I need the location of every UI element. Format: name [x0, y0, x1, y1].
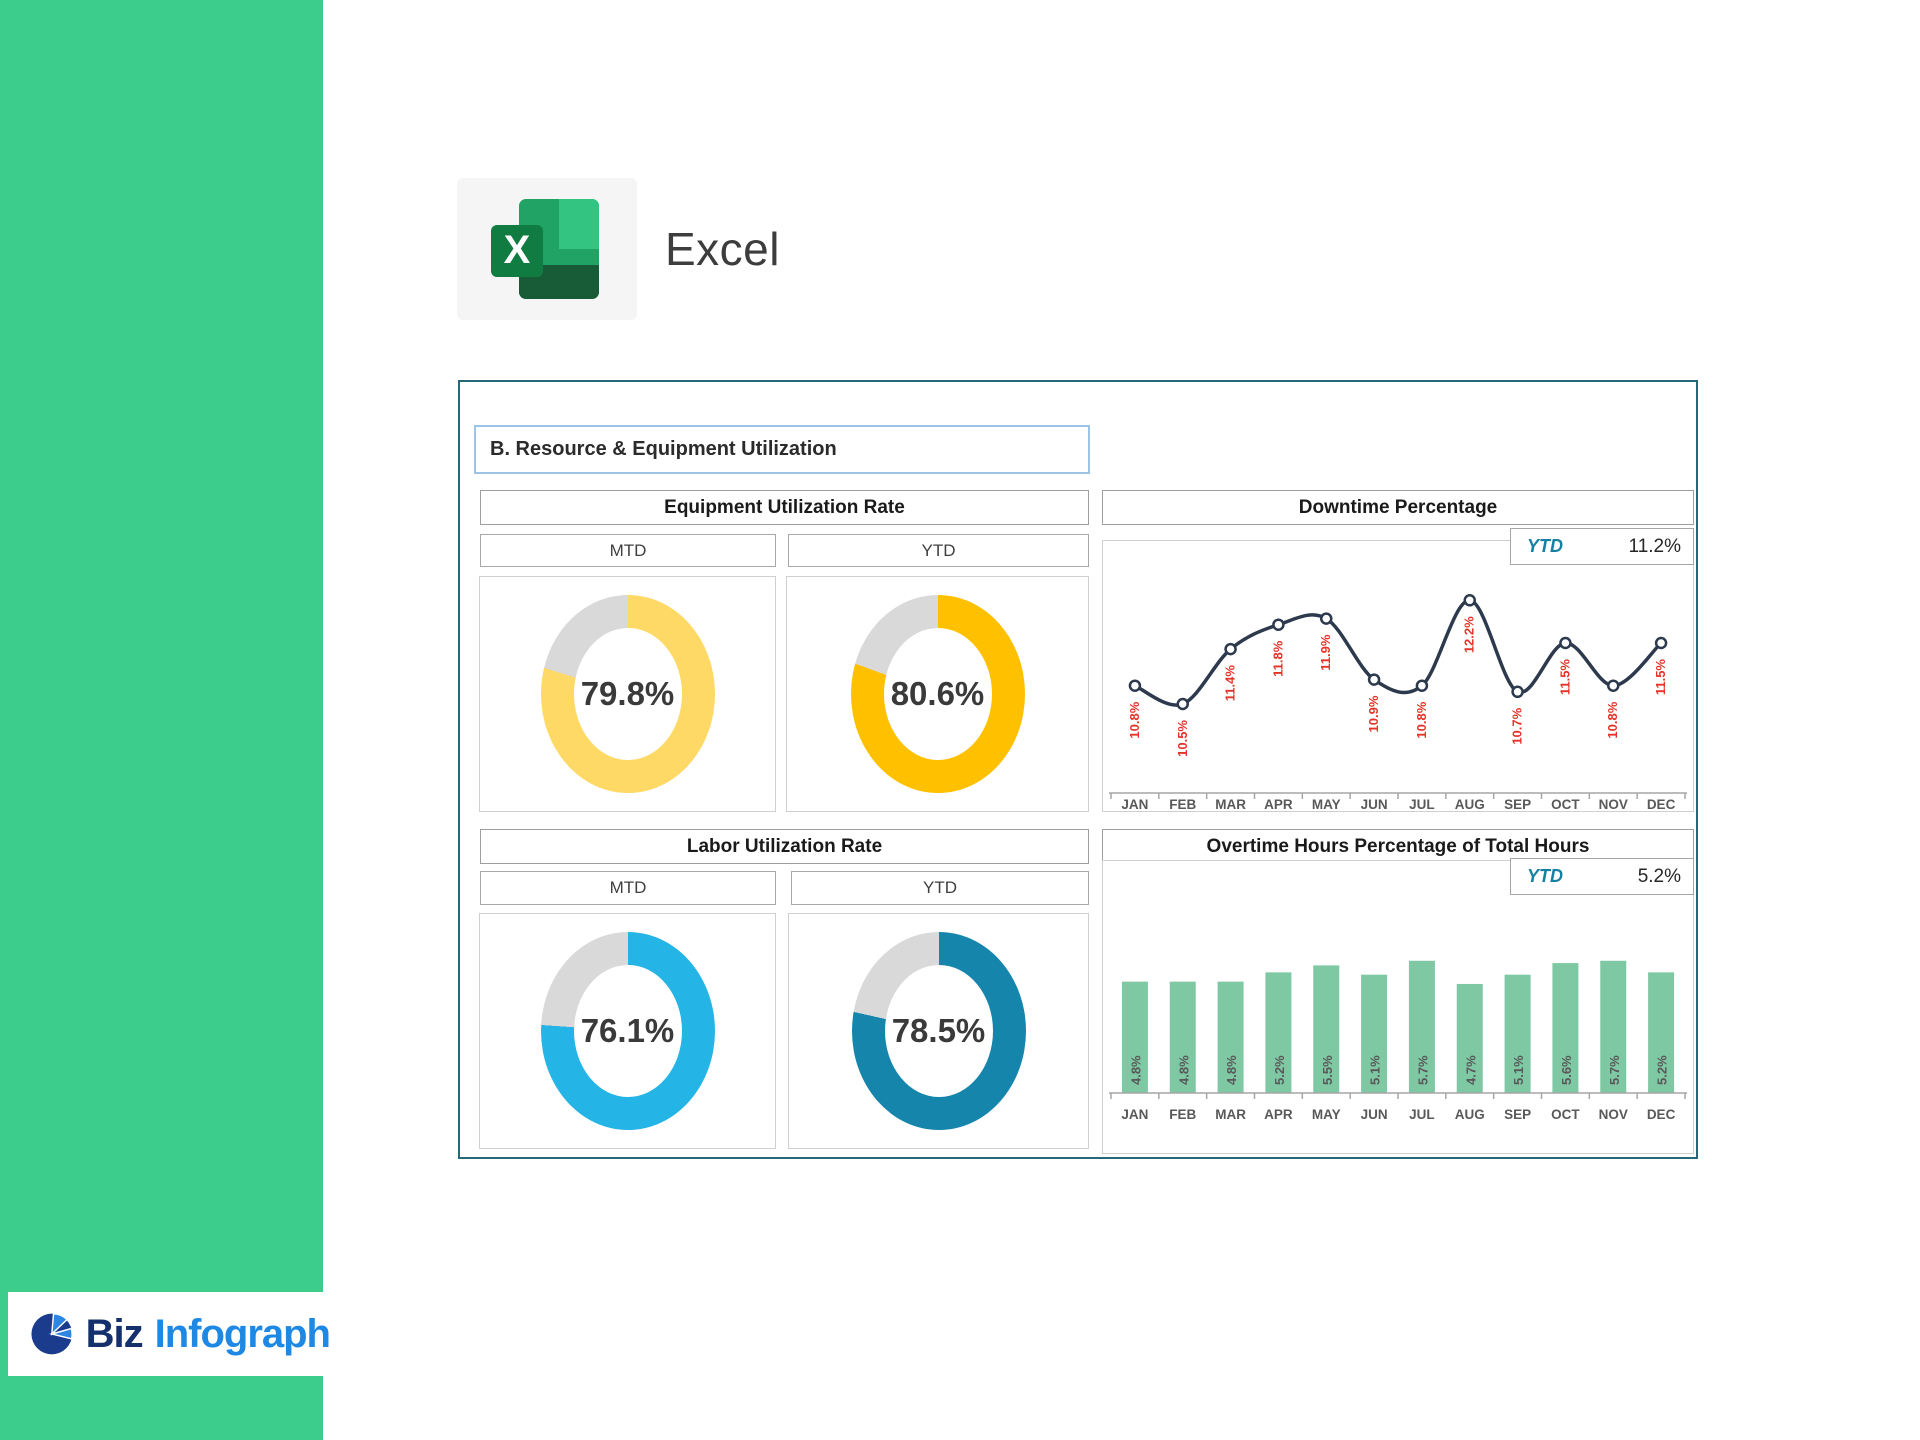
labor-mtd-cell[interactable]: MTD — [480, 871, 776, 905]
overtime-bar-chart: 4.8% 4.8% 4.8% 5.2% 5.5% 5.1% 5.7% 4.7% 5.1% 5.6%… — [1109, 960, 1687, 1122]
svg-text:11.5%: 11.5% — [1653, 659, 1668, 696]
svg-text:NOV: NOV — [1599, 1107, 1628, 1122]
svg-text:DEC: DEC — [1647, 1107, 1676, 1122]
infograph-logo-text: Infograph — [154, 1311, 331, 1356]
svg-text:4.8%: 4.8% — [1224, 1055, 1239, 1085]
svg-text:10.8%: 10.8% — [1414, 701, 1429, 738]
downtime-ytd-badge[interactable]: YTD 11.2% — [1510, 528, 1694, 565]
svg-text:4.8%: 4.8% — [1128, 1055, 1143, 1085]
equipment-mtd-donut-panel[interactable]: 79.8% — [479, 576, 776, 812]
svg-text:FEB: FEB — [1169, 797, 1196, 811]
svg-text:JUN: JUN — [1361, 797, 1388, 811]
svg-text:X: X — [504, 228, 531, 272]
svg-text:APR: APR — [1264, 797, 1293, 811]
labor-mtd-donut-panel[interactable]: 76.1% — [479, 913, 776, 1149]
labor-mtd-donut-chart: 76.1% — [540, 932, 715, 1130]
svg-text:5.1%: 5.1% — [1511, 1055, 1526, 1085]
svg-text:5.2%: 5.2% — [1655, 1055, 1670, 1085]
labor-mtd-value: 76.1% — [580, 1012, 675, 1049]
svg-text:5.7%: 5.7% — [1607, 1055, 1622, 1085]
svg-text:AUG: AUG — [1455, 797, 1485, 811]
svg-text:12.2%: 12.2% — [1462, 616, 1477, 653]
svg-text:11.4%: 11.4% — [1223, 665, 1238, 702]
downtime-ytd-badge-label: YTD — [1527, 536, 1563, 556]
section-title: B. Resource & Equipment Utilization — [490, 438, 837, 460]
svg-text:JAN: JAN — [1121, 797, 1148, 811]
dashboard-frame: B. Resource & Equipment Utilization Equi… — [458, 380, 1698, 1159]
svg-text:10.8%: 10.8% — [1605, 701, 1620, 738]
svg-text:APR: APR — [1264, 1107, 1293, 1122]
labor-ytd-donut-chart: 78.5% — [851, 932, 1026, 1130]
svg-text:JUL: JUL — [1409, 1107, 1435, 1122]
svg-text:10.7%: 10.7% — [1510, 707, 1525, 744]
svg-text:MAR: MAR — [1215, 1107, 1246, 1122]
labor-ytd-label: YTD — [923, 878, 957, 897]
svg-text:FEB: FEB — [1169, 1107, 1196, 1122]
excel-icon: X — [491, 199, 599, 299]
svg-text:OCT: OCT — [1551, 797, 1580, 811]
equipment-ytd-donut-chart: 80.6% — [850, 595, 1025, 793]
svg-text:NOV: NOV — [1599, 797, 1628, 811]
excel-logo-tile: X — [457, 178, 637, 320]
equipment-mtd-donut-chart: 79.8% — [540, 595, 715, 793]
biz-infograph-logo: Biz Infograph — [8, 1292, 331, 1376]
svg-text:SEP: SEP — [1504, 1107, 1531, 1122]
equipment-mtd-cell[interactable]: MTD — [480, 534, 776, 567]
svg-text:4.7%: 4.7% — [1463, 1055, 1478, 1085]
svg-text:11.8%: 11.8% — [1270, 640, 1285, 677]
equipment-ytd-cell[interactable]: YTD — [788, 534, 1089, 567]
svg-text:OCT: OCT — [1551, 1107, 1580, 1122]
svg-text:5.7%: 5.7% — [1415, 1055, 1430, 1085]
equipment-utilization-header-label: Equipment Utilization Rate — [664, 496, 905, 518]
labor-utilization-header-label: Labor Utilization Rate — [686, 835, 883, 857]
downtime-ytd-badge-value: 11.2% — [1628, 535, 1681, 557]
svg-text:4.8%: 4.8% — [1176, 1055, 1191, 1085]
svg-text:11.5%: 11.5% — [1557, 659, 1572, 696]
downtime-header[interactable]: Downtime Percentage — [1102, 490, 1694, 525]
labor-ytd-value: 78.5% — [891, 1012, 986, 1049]
svg-text:5.6%: 5.6% — [1559, 1055, 1574, 1085]
labor-utilization-header[interactable]: Labor Utilization Rate — [480, 829, 1089, 864]
excel-app-name: Excel — [665, 223, 780, 275]
overtime-header-label: Overtime Hours Percentage of Total Hours — [1206, 835, 1590, 857]
overtime-ytd-badge-label: YTD — [1527, 866, 1563, 886]
equipment-ytd-value: 80.6% — [890, 675, 985, 712]
left-green-sidebar — [0, 0, 323, 1440]
equipment-mtd-label: MTD — [609, 540, 647, 560]
labor-ytd-cell[interactable]: YTD — [791, 871, 1089, 905]
svg-text:11.9%: 11.9% — [1318, 634, 1333, 671]
overtime-ytd-badge-value: 5.2% — [1637, 865, 1681, 887]
svg-text:DEC: DEC — [1647, 797, 1676, 811]
svg-text:JAN: JAN — [1121, 1107, 1148, 1122]
equipment-utilization-header[interactable]: Equipment Utilization Rate — [480, 490, 1089, 525]
svg-text:SEP: SEP — [1504, 797, 1531, 811]
equipment-ytd-donut-panel[interactable]: 80.6% — [786, 576, 1089, 812]
equipment-mtd-value: 79.8% — [580, 675, 675, 712]
svg-text:JUN: JUN — [1361, 1107, 1388, 1122]
labor-ytd-donut-panel[interactable]: 78.5% — [788, 913, 1089, 1149]
equipment-ytd-label: YTD — [921, 540, 956, 560]
section-title-cell[interactable]: B. Resource & Equipment Utilization — [474, 425, 1090, 474]
biz-logo-text: Biz — [85, 1311, 144, 1356]
downtime-line-chart: 10.8% 10.5% 11.4% 11.8% 11.9% 10.9% 10.8% 12.2%… — [1109, 594, 1687, 811]
svg-text:10.9%: 10.9% — [1366, 695, 1381, 732]
svg-text:5.2%: 5.2% — [1272, 1055, 1287, 1085]
downtime-header-label: Downtime Percentage — [1298, 496, 1498, 518]
svg-text:5.1%: 5.1% — [1368, 1055, 1383, 1085]
excel-brand: X Excel — [457, 178, 780, 320]
overtime-chart-panel[interactable]: 4.8% 4.8% 4.8% 5.2% 5.5% 5.1% 5.7% 4.7% 5.1% 5.6%… — [1102, 860, 1694, 1154]
overtime-ytd-badge[interactable]: YTD 5.2% — [1510, 858, 1694, 895]
labor-mtd-label: MTD — [609, 878, 647, 897]
svg-text:AUG: AUG — [1455, 1107, 1485, 1122]
downtime-chart-panel[interactable]: 10.8% 10.5% 11.4% 11.8% 11.9% 10.9% 10.8% 12.2%… — [1102, 540, 1694, 812]
svg-text:JUL: JUL — [1409, 797, 1435, 811]
svg-text:MAR: MAR — [1215, 797, 1246, 811]
svg-text:10.8%: 10.8% — [1127, 701, 1142, 738]
svg-text:10.5%: 10.5% — [1175, 720, 1190, 757]
svg-text:MAY: MAY — [1312, 797, 1341, 811]
pie-chart-icon — [31, 1313, 73, 1355]
svg-text:MAY: MAY — [1312, 1107, 1341, 1122]
svg-text:5.5%: 5.5% — [1320, 1055, 1335, 1085]
